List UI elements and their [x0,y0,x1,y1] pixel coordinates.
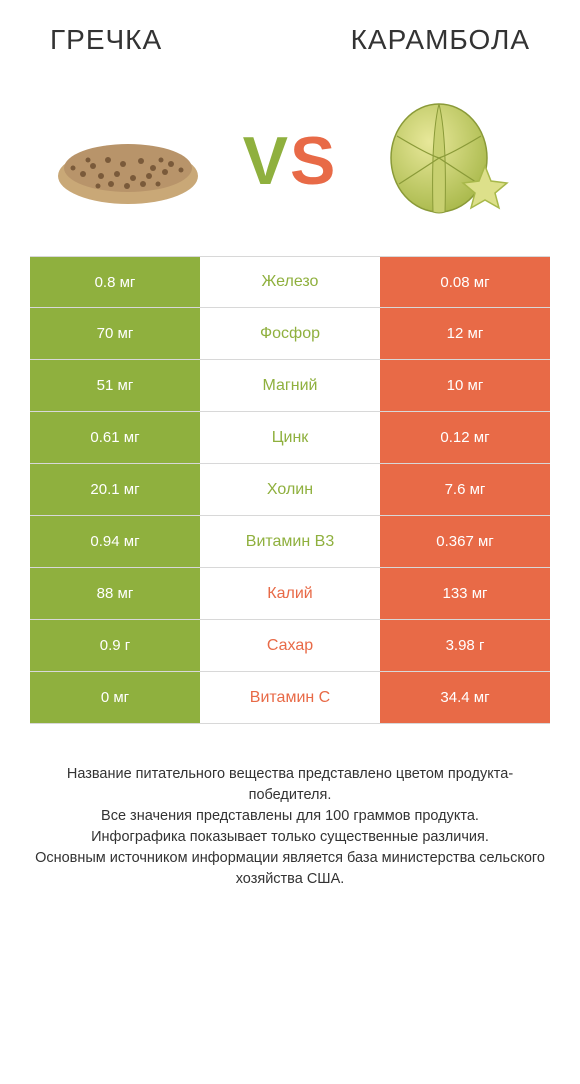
table-row: 0.61 мгЦинк0.12 мг [30,412,550,464]
comparison-table: 0.8 мгЖелезо0.08 мг70 мгФосфор12 мг51 мг… [30,256,550,724]
left-value: 0.61 мг [30,412,200,463]
table-row: 0.8 мгЖелезо0.08 мг [30,256,550,308]
left-value: 88 мг [30,568,200,619]
left-value: 0.8 мг [30,257,200,307]
right-value: 0.12 мг [380,412,550,463]
footer-line-4: Основным источником информации является … [30,848,550,890]
nutrient-name: Витамин B3 [200,516,380,567]
table-row: 88 мгКалий133 мг [30,568,550,620]
nutrient-name: Железо [200,257,380,307]
titles-row: ГРЕЧКА КАРАМБОЛА [0,0,580,56]
vs-v: V [243,123,290,199]
right-value: 7.6 мг [380,464,550,515]
vs-s: S [290,123,337,199]
images-row: VS [0,56,580,256]
right-value: 0.08 мг [380,257,550,307]
right-value: 133 мг [380,568,550,619]
nutrient-name: Сахар [200,620,380,671]
table-row: 0.9 гСахар3.98 г [30,620,550,672]
footer-notes: Название питательного вещества представл… [30,724,550,890]
buckwheat-image [48,96,208,226]
table-row: 0.94 мгВитамин B30.367 мг [30,516,550,568]
nutrient-name: Холин [200,464,380,515]
nutrient-name: Витамин C [200,672,380,723]
left-value: 70 мг [30,308,200,359]
right-value: 34.4 мг [380,672,550,723]
left-value: 0 мг [30,672,200,723]
nutrient-name: Магний [200,360,380,411]
table-row: 20.1 мгХолин7.6 мг [30,464,550,516]
table-row: 70 мгФосфор12 мг [30,308,550,360]
table-row: 51 мгМагний10 мг [30,360,550,412]
left-value: 0.9 г [30,620,200,671]
nutrient-name: Фосфор [200,308,380,359]
vs-label: VS [243,122,338,200]
nutrient-name: Калий [200,568,380,619]
left-value: 20.1 мг [30,464,200,515]
left-value: 51 мг [30,360,200,411]
right-value: 10 мг [380,360,550,411]
left-title: ГРЕЧКА [50,24,162,56]
right-value: 0.367 мг [380,516,550,567]
right-value: 12 мг [380,308,550,359]
right-value: 3.98 г [380,620,550,671]
footer-line-3: Инфографика показывает только существенн… [30,827,550,848]
table-row: 0 мгВитамин C34.4 мг [30,672,550,724]
carambola-image [372,96,532,226]
right-title: КАРАМБОЛА [351,24,530,56]
left-value: 0.94 мг [30,516,200,567]
nutrient-name: Цинк [200,412,380,463]
footer-line-2: Все значения представлены для 100 граммо… [30,806,550,827]
footer-line-1: Название питательного вещества представл… [30,764,550,806]
